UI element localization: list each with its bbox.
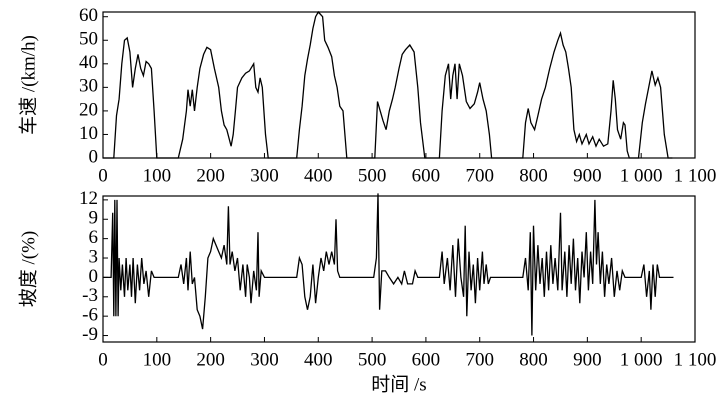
x-tick-label: 200 — [196, 349, 225, 370]
x-tick-label: 300 — [250, 349, 279, 370]
x-tick-label: 800 — [519, 349, 548, 370]
x-tick-label: 500 — [358, 349, 387, 370]
x-tick-label: 700 — [465, 349, 494, 370]
y-tick-label: 9 — [89, 208, 99, 229]
y-axis-label: 车速 /(km/h) — [17, 35, 39, 135]
y-tick-label: 40 — [79, 52, 98, 73]
plot-frame — [102, 11, 696, 159]
x-tick-label: 400 — [304, 349, 333, 370]
y-axis-label: 坡度 /(%) — [17, 231, 39, 308]
y-tick-label: 3 — [89, 246, 99, 267]
x-tick-label: 600 — [412, 165, 441, 186]
x-tick-label: 900 — [573, 165, 602, 186]
x-tick-label: 300 — [250, 165, 279, 186]
x-tick-label: 1 100 — [674, 349, 717, 370]
x-tick-label: 100 — [143, 165, 172, 186]
data-line — [103, 10, 673, 159]
y-tick-label: -3 — [82, 285, 98, 306]
data-line — [103, 193, 674, 336]
y-tick-label: 0 — [89, 146, 99, 167]
x-axis-label: 时间 /s — [371, 373, 426, 395]
y-tick-label: 60 — [79, 5, 98, 26]
x-tick-label: 200 — [196, 165, 225, 186]
y-tick-label: 30 — [79, 76, 98, 97]
y-tick-label: -6 — [82, 305, 98, 326]
y-tick-label: 50 — [79, 29, 98, 50]
x-tick-label: 500 — [358, 165, 387, 186]
x-tick-label: 600 — [412, 349, 441, 370]
y-tick-label: -9 — [82, 324, 98, 345]
x-tick-label: 1 000 — [620, 165, 663, 186]
x-tick-label: 800 — [519, 165, 548, 186]
x-tick-label: 900 — [573, 349, 602, 370]
y-tick-label: 10 — [79, 123, 98, 144]
x-tick-label: 100 — [143, 349, 172, 370]
x-tick-label: 400 — [304, 165, 333, 186]
x-tick-label: 1 100 — [674, 165, 717, 186]
x-tick-label: 1 000 — [620, 349, 663, 370]
y-tick-label: 6 — [89, 227, 99, 248]
x-tick-label: 0 — [98, 349, 108, 370]
y-tick-label: 12 — [79, 188, 98, 209]
x-tick-label: 0 — [98, 165, 108, 186]
y-tick-label: 20 — [79, 99, 98, 120]
plot-frame — [102, 195, 696, 343]
y-tick-label: 0 — [89, 266, 99, 287]
x-tick-label: 700 — [465, 165, 494, 186]
